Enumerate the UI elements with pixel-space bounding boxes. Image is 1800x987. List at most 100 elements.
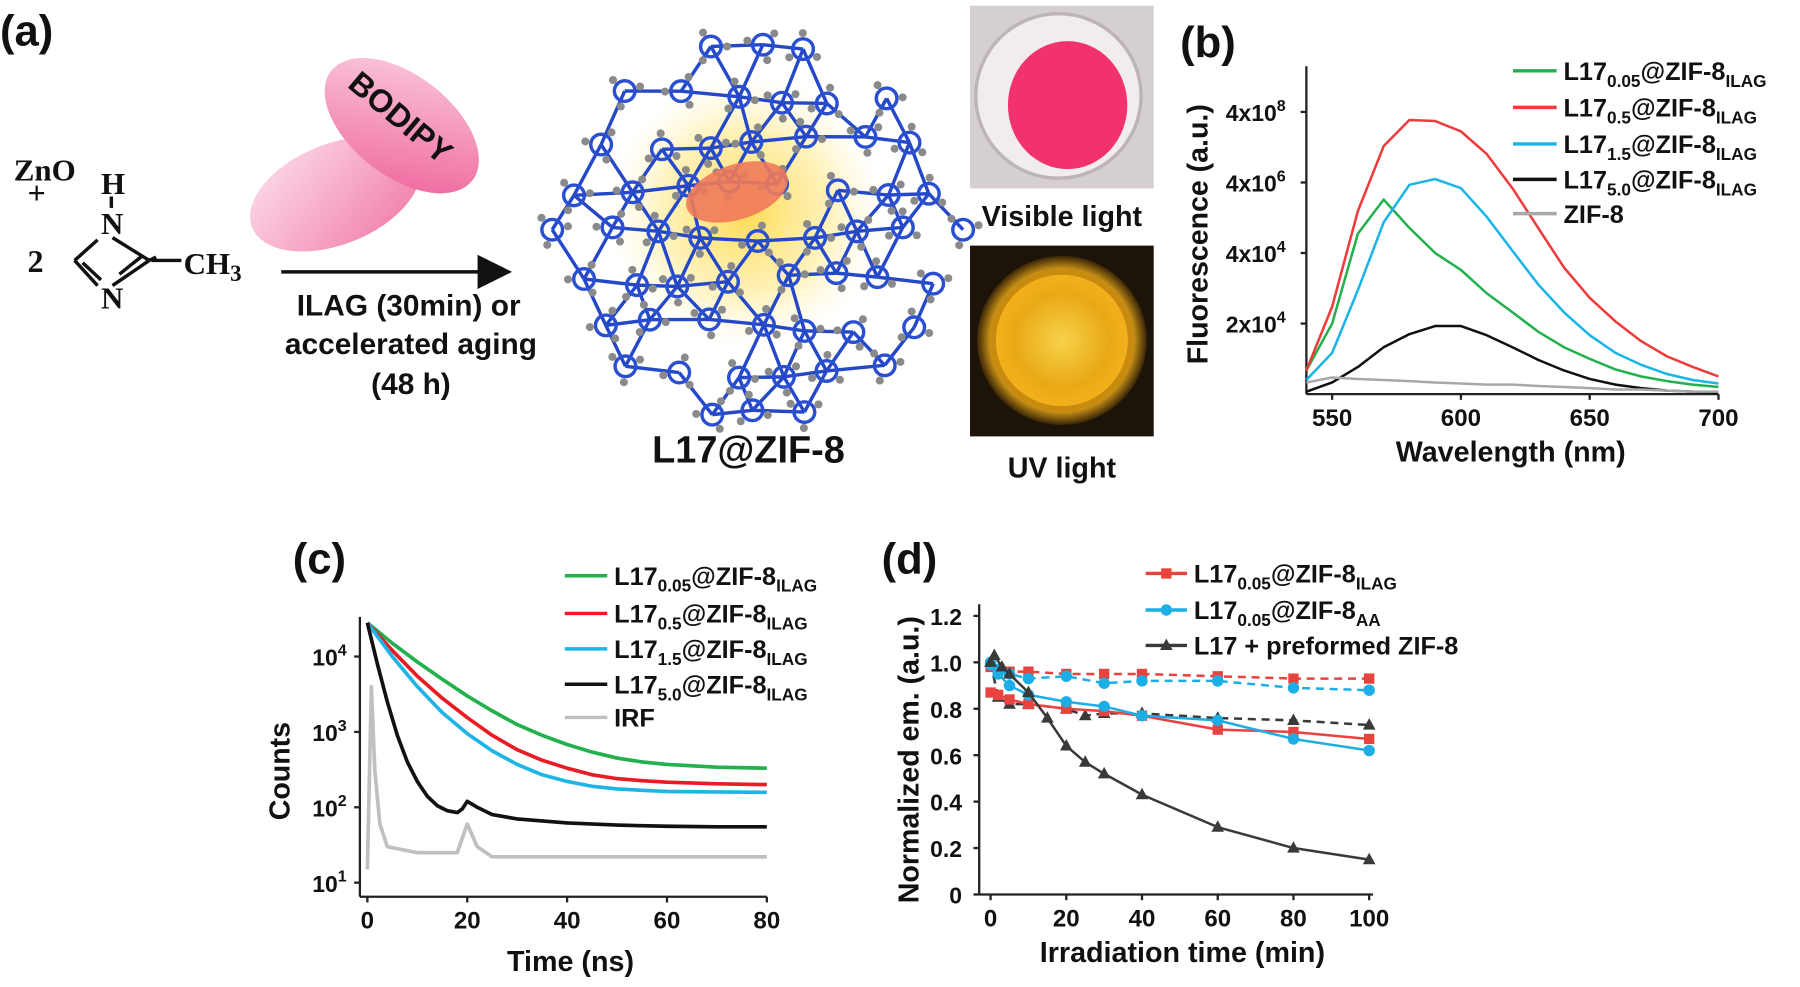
text-run: L17 [614, 671, 658, 699]
marker [1023, 698, 1034, 710]
bond [927, 192, 965, 231]
subscript: 0.5 [1607, 107, 1631, 127]
marker [1362, 852, 1376, 865]
marker [1211, 820, 1225, 832]
plus-sign: + [28, 174, 46, 210]
marker [1060, 670, 1073, 682]
atom [715, 424, 724, 433]
substituent: CH3 [184, 246, 242, 286]
series-line [989, 654, 1370, 861]
y-tick-label: 4x106 [1226, 167, 1286, 196]
x-tick-label: 600 [1441, 405, 1481, 432]
atom [721, 138, 730, 147]
coefficient: 2 [28, 243, 44, 279]
atom [731, 139, 740, 148]
linker-ring [600, 215, 625, 240]
bond [712, 408, 753, 417]
atom [622, 292, 631, 301]
text-run: CH [184, 246, 230, 281]
marker [995, 660, 1009, 672]
atom [814, 400, 823, 409]
atom [608, 352, 617, 361]
atom [644, 154, 653, 163]
atom [792, 145, 801, 154]
y-tick-label: 0.8 [930, 697, 962, 723]
bond [855, 193, 890, 233]
atom [870, 349, 879, 358]
series-line [1305, 198, 1719, 389]
linker-ring [776, 263, 801, 288]
x-axis-label: Wavelength (nm) [1396, 437, 1626, 469]
bond [737, 96, 754, 143]
imidazole-ring [73, 196, 182, 288]
bond [814, 229, 858, 240]
atom [799, 424, 808, 433]
x-tick-label: 40 [1129, 906, 1156, 933]
atom [674, 298, 683, 307]
bond [707, 280, 730, 321]
bond [836, 189, 859, 233]
atom [757, 221, 766, 230]
atom [611, 334, 620, 343]
atom [833, 326, 842, 335]
condition: accelerated aging [285, 328, 537, 361]
atom [864, 216, 873, 225]
photo-caption: Visible light [982, 201, 1143, 233]
text-run: L17 [1564, 131, 1608, 159]
text-run: L17 [614, 563, 658, 591]
atom [926, 295, 935, 304]
legend-label: L170.05@ZIF-8ILAG [1194, 561, 1397, 594]
atom [602, 155, 611, 164]
marker [984, 655, 997, 667]
atom [744, 390, 753, 399]
y-tick-label: 101 [312, 868, 347, 897]
atom [918, 148, 927, 157]
text-run: L17 [1194, 561, 1238, 589]
atom [751, 374, 760, 383]
atom [680, 353, 689, 362]
reactant: ZnO [14, 153, 76, 188]
linker-ring [792, 318, 817, 343]
atom-label: N [101, 281, 123, 316]
x-tick-label: 700 [1698, 405, 1738, 432]
marker [1364, 673, 1375, 684]
text-run: @ZIF-8 [1631, 95, 1716, 123]
atom [763, 91, 772, 100]
atom [786, 399, 795, 408]
linker-ring [697, 307, 722, 332]
legend-label: L170.5@ZIF-8ILAG [1564, 95, 1757, 128]
series-line [365, 684, 767, 870]
bond [803, 330, 829, 372]
linker-ring [669, 79, 694, 104]
atom [764, 367, 773, 376]
atom [874, 123, 883, 132]
subscript: ILAG [776, 576, 817, 596]
bond [710, 140, 752, 150]
text-run: 2x10 [1226, 312, 1277, 338]
subscript: 0.05 [658, 576, 692, 596]
atom [642, 238, 651, 247]
linker-ring [620, 180, 645, 205]
x-tick-label: 80 [1280, 906, 1307, 933]
legend-label: L175.0@ZIF-8ILAG [1564, 167, 1757, 200]
atom [639, 300, 648, 309]
marker [1136, 710, 1148, 722]
text-run: L17 [614, 601, 658, 629]
superscript: 8 [1277, 97, 1286, 115]
subscript: ILAG [1356, 573, 1397, 593]
panel-label: (b) [1180, 19, 1236, 67]
atom [791, 90, 800, 99]
atom [762, 304, 771, 313]
atom [616, 102, 625, 111]
atom [898, 207, 907, 216]
linker-ring [613, 354, 638, 379]
atom [669, 232, 678, 241]
linker-ring [572, 267, 597, 291]
bond [752, 408, 805, 414]
marker [1161, 568, 1172, 579]
scheme: ZnO + 2 H N N CH3 BODIPY ILAG (30min) or… [14, 5, 1154, 484]
superscript: 4 [1277, 238, 1286, 256]
legend-label: L171.5@ZIF-8ILAG [614, 636, 807, 669]
atom [635, 328, 644, 337]
atom [869, 185, 878, 194]
